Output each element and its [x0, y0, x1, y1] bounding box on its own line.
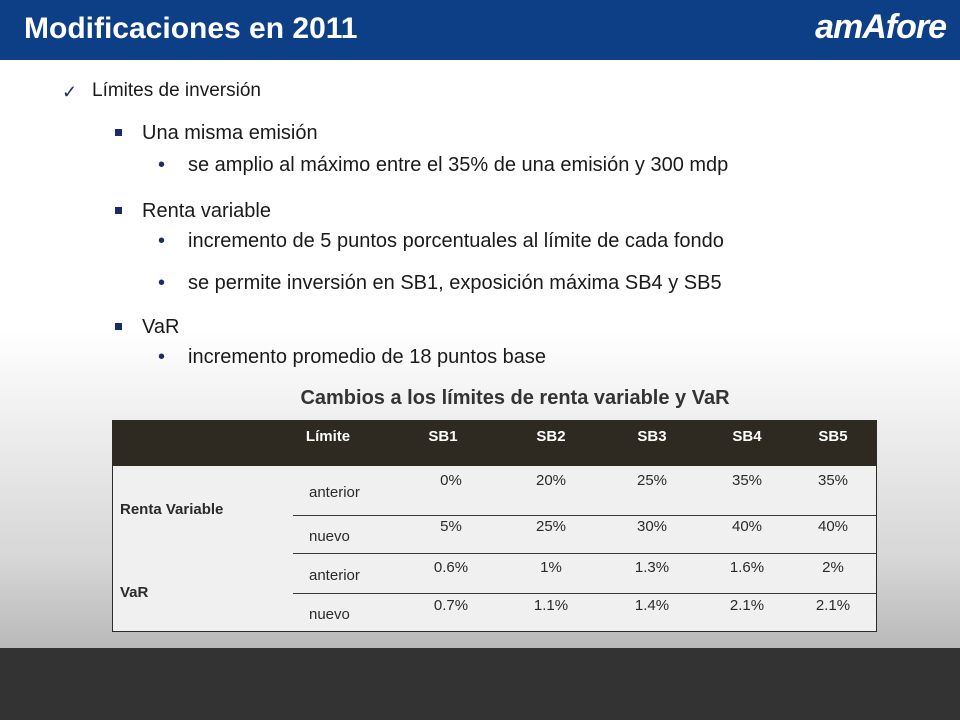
row-sub-label: nuevo — [309, 606, 350, 623]
square-bullet-icon — [115, 207, 122, 214]
amafore-logo: amAfore — [815, 8, 947, 46]
square-bullet-icon — [115, 323, 122, 330]
dot-bullet-icon: • — [158, 230, 166, 252]
header-cell: SB1 — [428, 428, 458, 445]
table-cell: 20% — [535, 472, 567, 489]
section-label: VaR — [142, 316, 180, 338]
table-cell: 0.6% — [433, 559, 469, 576]
header-cell: SB2 — [536, 428, 566, 445]
limits-table: Límite SB1 SB2 SB3 SB4 SB5 Renta Variabl… — [112, 420, 877, 632]
table-cell: 2% — [822, 559, 844, 576]
table-cell: 1.3% — [634, 559, 670, 576]
checkmark-icon: ✓ — [62, 82, 78, 102]
header-cell: Límite — [305, 428, 351, 445]
slide-title: Modificaciones en 2011 — [24, 12, 358, 45]
row-divider — [293, 553, 876, 554]
table-cell: 25% — [535, 518, 567, 535]
table-cell: 2.1% — [815, 597, 851, 614]
table-cell: 40% — [817, 518, 849, 535]
table-header: Límite SB1 SB2 SB3 SB4 SB5 — [113, 421, 876, 466]
bullet-text: incremento promedio de 18 puntos base — [188, 346, 547, 368]
dot-bullet-icon: • — [158, 272, 166, 294]
bullet-text: se permite inversión en SB1, exposición … — [188, 272, 722, 294]
table-cell: 35% — [731, 472, 763, 489]
table-cell: 5% — [440, 518, 462, 535]
header-cell: SB4 — [732, 428, 762, 445]
row-sub-label: anterior — [309, 567, 360, 584]
slide-header: Modificaciones en 2011 amAfore — [0, 0, 960, 60]
table-cell: 30% — [636, 518, 668, 535]
row-group-label: VaR — [120, 584, 149, 601]
row-divider — [293, 515, 876, 516]
header-cell: SB5 — [818, 428, 848, 445]
bullet-text: incremento de 5 puntos porcentuales al l… — [188, 230, 724, 252]
table-cell: 1.4% — [634, 597, 670, 614]
dot-bullet-icon: • — [158, 154, 166, 176]
table-cell: 1.1% — [533, 597, 569, 614]
header-cell: SB3 — [637, 428, 667, 445]
table-cell: 1% — [540, 559, 562, 576]
section-label: Renta variable — [142, 200, 271, 222]
table-caption: Cambios a los límites de renta variable … — [300, 387, 730, 409]
row-sub-label: anterior — [309, 484, 360, 501]
bullet-list: ✓ Límites de inversión Una misma emisión… — [62, 80, 729, 368]
dot-bullet-icon: • — [158, 346, 166, 368]
table-cell: 40% — [731, 518, 763, 535]
table-cell: 25% — [636, 472, 668, 489]
row-sub-label: nuevo — [309, 528, 350, 545]
table-cell: 0% — [440, 472, 462, 489]
table-cell: 35% — [817, 472, 849, 489]
bullet-text: se amplio al máximo entre el 35% de una … — [188, 154, 729, 176]
table-cell: 2.1% — [729, 597, 765, 614]
section-label: Una misma emisión — [142, 122, 318, 144]
row-group-label: Renta Variable — [120, 501, 224, 518]
slide-footer — [0, 648, 960, 720]
square-bullet-icon — [115, 129, 122, 136]
table-cell: 1.6% — [729, 559, 765, 576]
table-cell: 0.7% — [433, 597, 469, 614]
bullet-level1: Límites de inversión — [92, 80, 261, 101]
row-divider — [293, 593, 876, 594]
